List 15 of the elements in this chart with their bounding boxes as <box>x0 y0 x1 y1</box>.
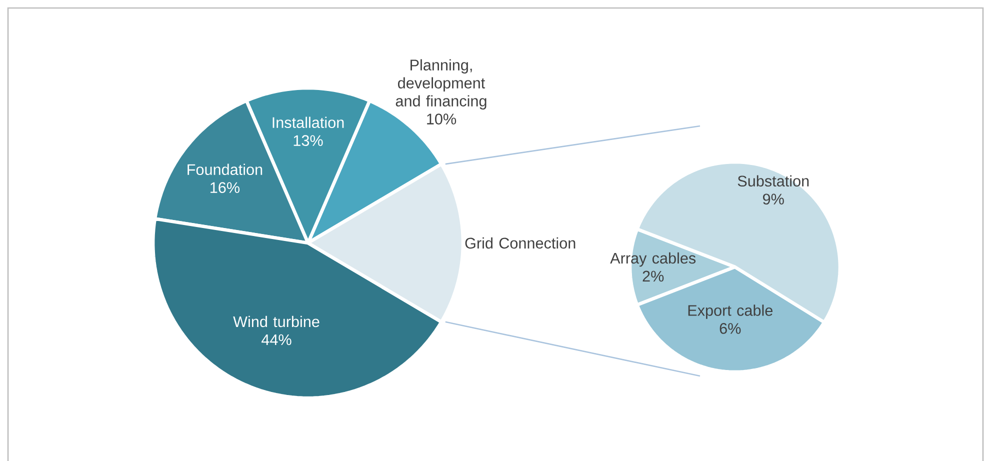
data-label: 9% <box>763 194 784 205</box>
data-label: 2% <box>642 270 664 282</box>
slice-label: Substation <box>738 175 809 187</box>
data-label: 16% <box>210 182 240 194</box>
slice-label: Grid Connection <box>465 237 576 249</box>
data-label: 44% <box>262 334 292 346</box>
slice-label: Export cable <box>688 304 772 319</box>
slice-label: Planning, development and financing <box>396 59 486 110</box>
data-label: 13% <box>294 135 323 146</box>
slice-label: Wind turbine <box>233 316 320 328</box>
slice-label: Array cables <box>610 252 696 267</box>
data-label: 6% <box>720 323 741 334</box>
data-label: 10% <box>427 114 456 124</box>
slice-label: Foundation <box>188 164 262 176</box>
slice-label: Installation <box>272 116 344 128</box>
